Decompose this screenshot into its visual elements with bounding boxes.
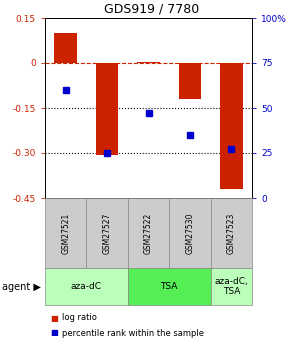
Text: aza-dC: aza-dC — [71, 282, 102, 291]
Text: ■: ■ — [50, 314, 58, 323]
Text: GSM27522: GSM27522 — [144, 213, 153, 254]
Bar — [137, 61, 160, 63]
Text: GSM27527: GSM27527 — [103, 212, 112, 254]
Bar — [178, 63, 201, 99]
Text: ■: ■ — [50, 328, 58, 337]
Text: log ratio: log ratio — [62, 314, 97, 323]
Text: GDS919 / 7780: GDS919 / 7780 — [104, 3, 199, 16]
Bar — [96, 63, 118, 155]
Text: GSM27521: GSM27521 — [61, 213, 70, 254]
Bar — [54, 33, 77, 63]
Text: GSM27523: GSM27523 — [227, 212, 236, 254]
Text: percentile rank within the sample: percentile rank within the sample — [62, 328, 204, 337]
Bar — [220, 63, 243, 189]
Text: TSA: TSA — [161, 282, 178, 291]
Text: aza-dC,
TSA: aza-dC, TSA — [215, 277, 248, 296]
Text: agent ▶: agent ▶ — [2, 282, 41, 292]
Text: GSM27530: GSM27530 — [185, 212, 195, 254]
